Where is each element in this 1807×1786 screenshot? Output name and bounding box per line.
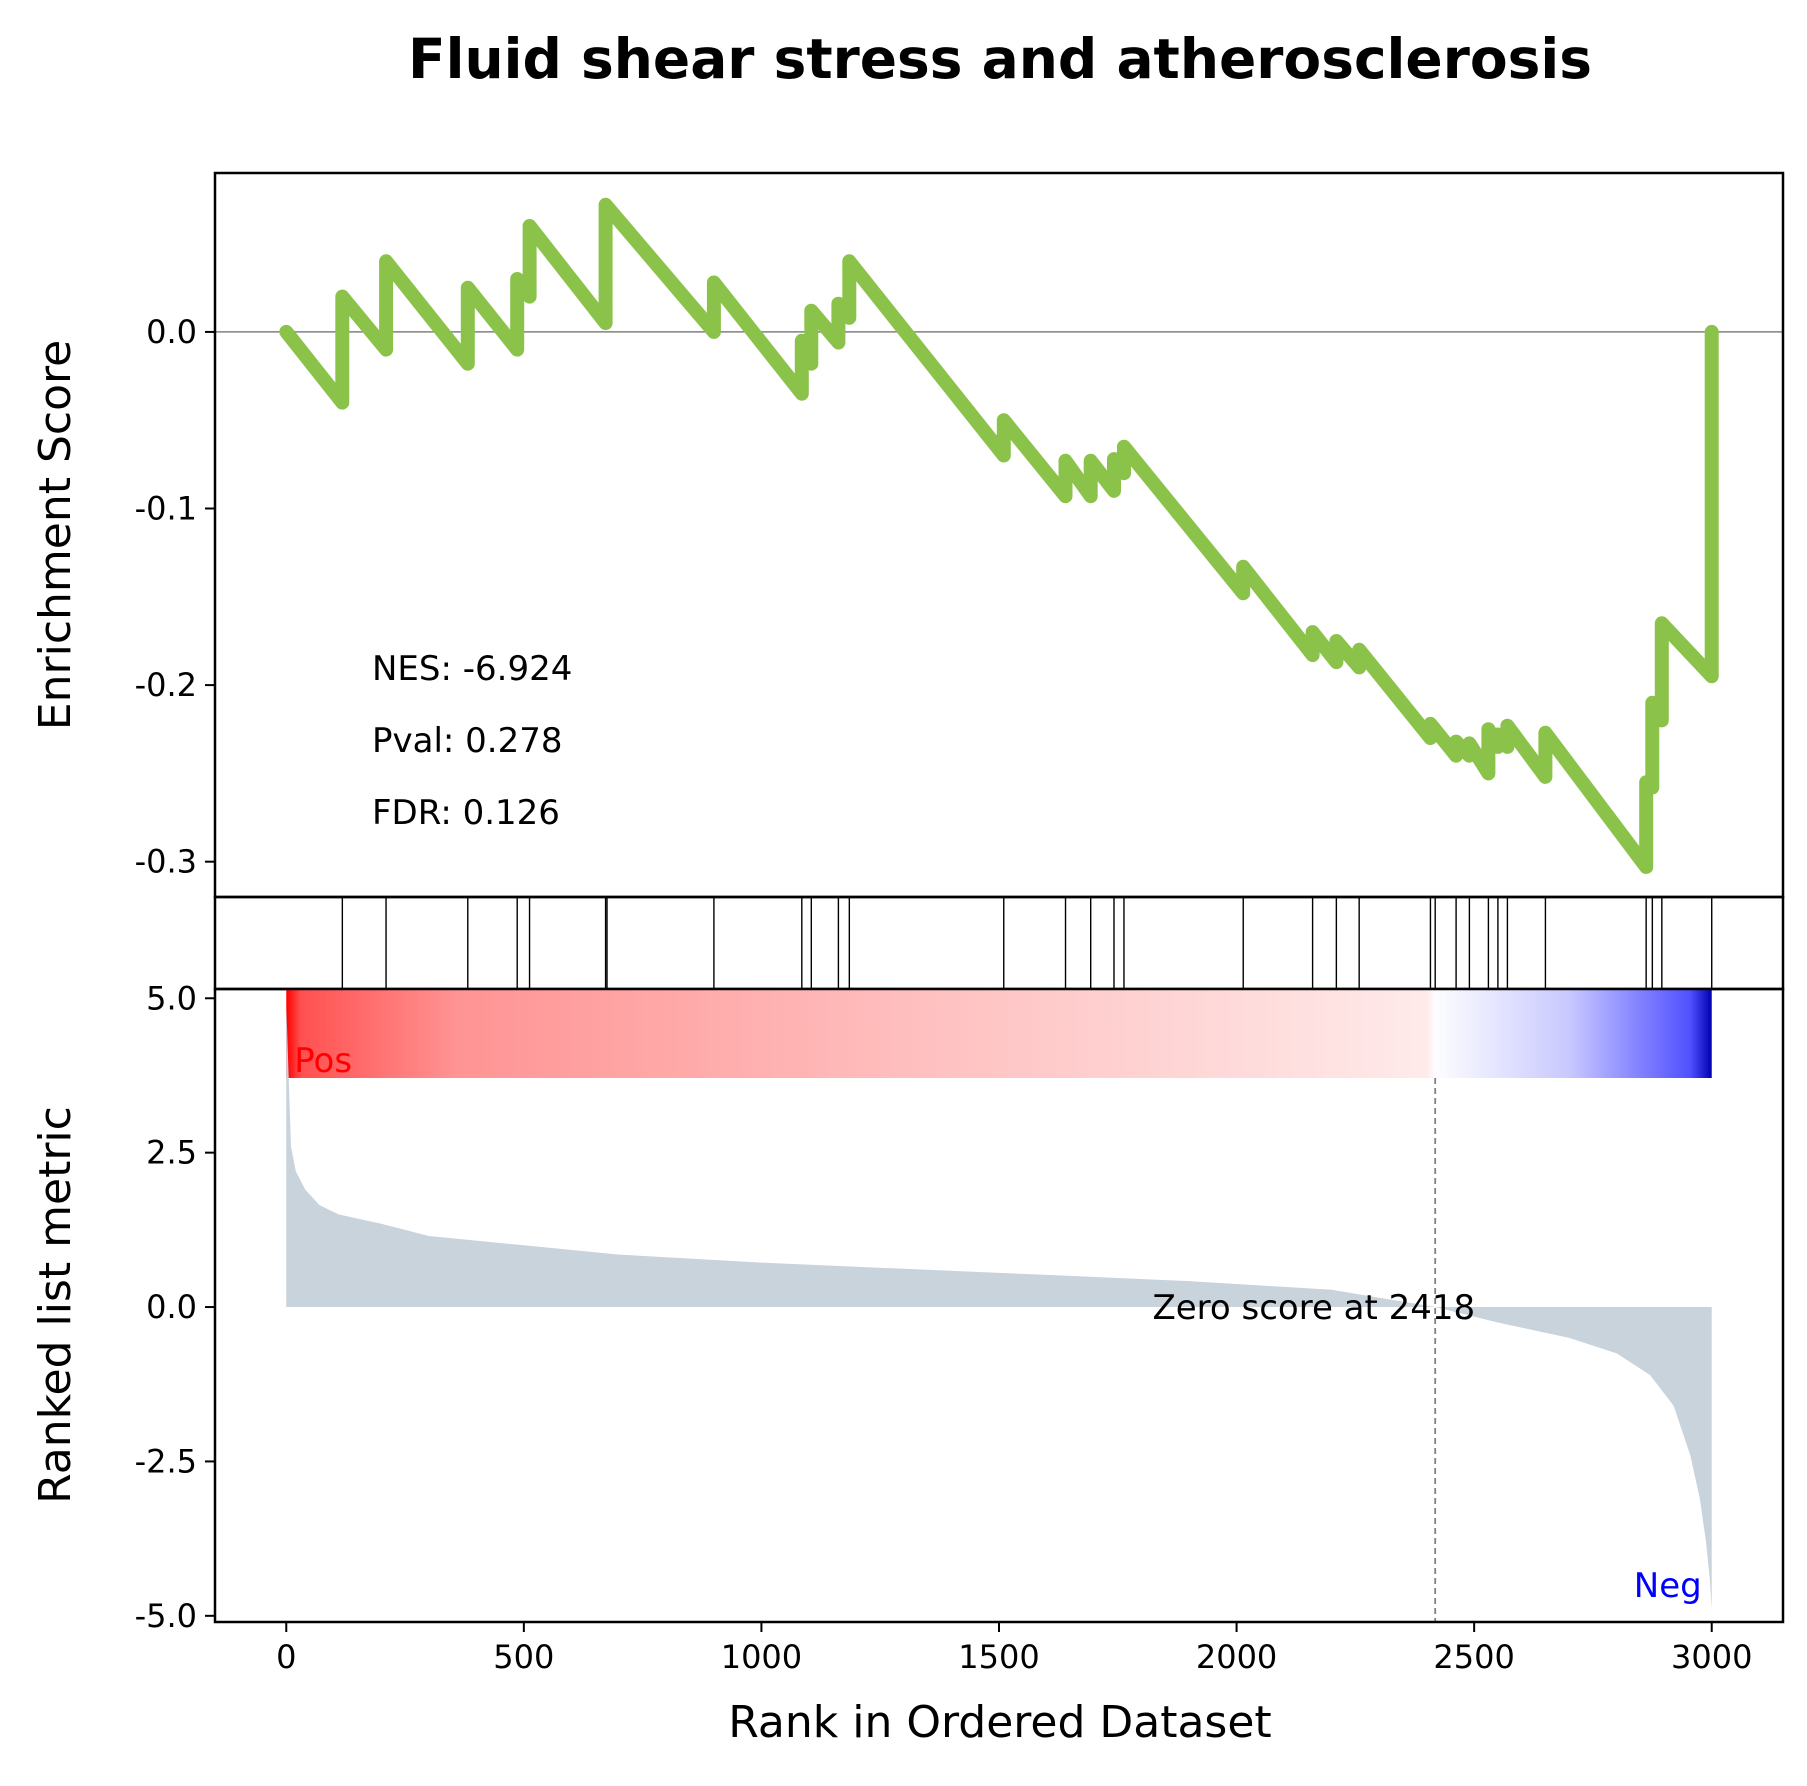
x-tick-label: 3000 [1671,1638,1752,1676]
x-axis-label: Rank in Ordered Dataset [728,1697,1271,1748]
chart-title: Fluid shear stress and atherosclerosis [408,27,1592,91]
fdr-stat: FDR: 0.126 [372,793,560,833]
es-y-ticks: 0.0 -0.1 -0.2 -0.3 [135,313,215,881]
enrichment-score-line [279,197,1719,874]
x-tick-label: 500 [493,1638,554,1676]
rank-y-ticks: 5.0 2.5 0.0 -2.5 -5.0 [135,979,215,1635]
enrichment-score-panel: 0.0-0.1-0.2-0.3 NES: -6.924 Pval: 0.278 … [135,171,1785,899]
ranked-metric-area [286,1004,1712,1610]
es-y-tick-label: 0.0 [146,313,197,351]
es-y-tick-label: -0.2 [135,666,197,704]
es-y-tick-label: -0.3 [135,843,197,881]
rank-y-tick-label: 0.0 [146,1288,197,1326]
x-tick-label: 2000 [1196,1638,1277,1676]
rank-y-tick-label: -5.0 [135,1597,197,1635]
pval-stat: Pval: 0.278 [372,721,563,761]
x-tick-label: 1500 [958,1638,1039,1676]
nes-stat: NES: -6.924 [372,649,572,689]
pos-label: Pos [294,1041,352,1081]
rank-color-bar [286,989,1712,1078]
neg-label: Neg [1634,1566,1702,1606]
rank-y-tick-label: -2.5 [135,1442,197,1480]
es-y-tick-label: -0.1 [135,490,197,528]
hits-panel [213,895,1785,991]
rank-y-axis-label: Ranked list metric [30,1106,81,1504]
hit-lines [341,897,1713,989]
es-panel-frame [213,171,1785,899]
x-tick-label: 1000 [721,1638,802,1676]
ranked-metric-panel: Zero score at 2418 Pos Neg 5.0 2.5 0.0 -2.5… [135,979,1785,1635]
x-tick-label: 0 [276,1638,296,1676]
x-axis-ticks: 0 500 1000 1500 2000 2500 3000 [276,1622,1752,1676]
x-tick-label: 2500 [1433,1638,1514,1676]
zero-score-label: Zero score at 2418 [1152,1288,1475,1328]
es-y-axis-label: Enrichment Score [30,340,81,730]
rank-y-tick-label: 5.0 [146,979,197,1017]
hits-panel-frame [213,895,1785,991]
rank-y-tick-label: 2.5 [146,1134,197,1172]
